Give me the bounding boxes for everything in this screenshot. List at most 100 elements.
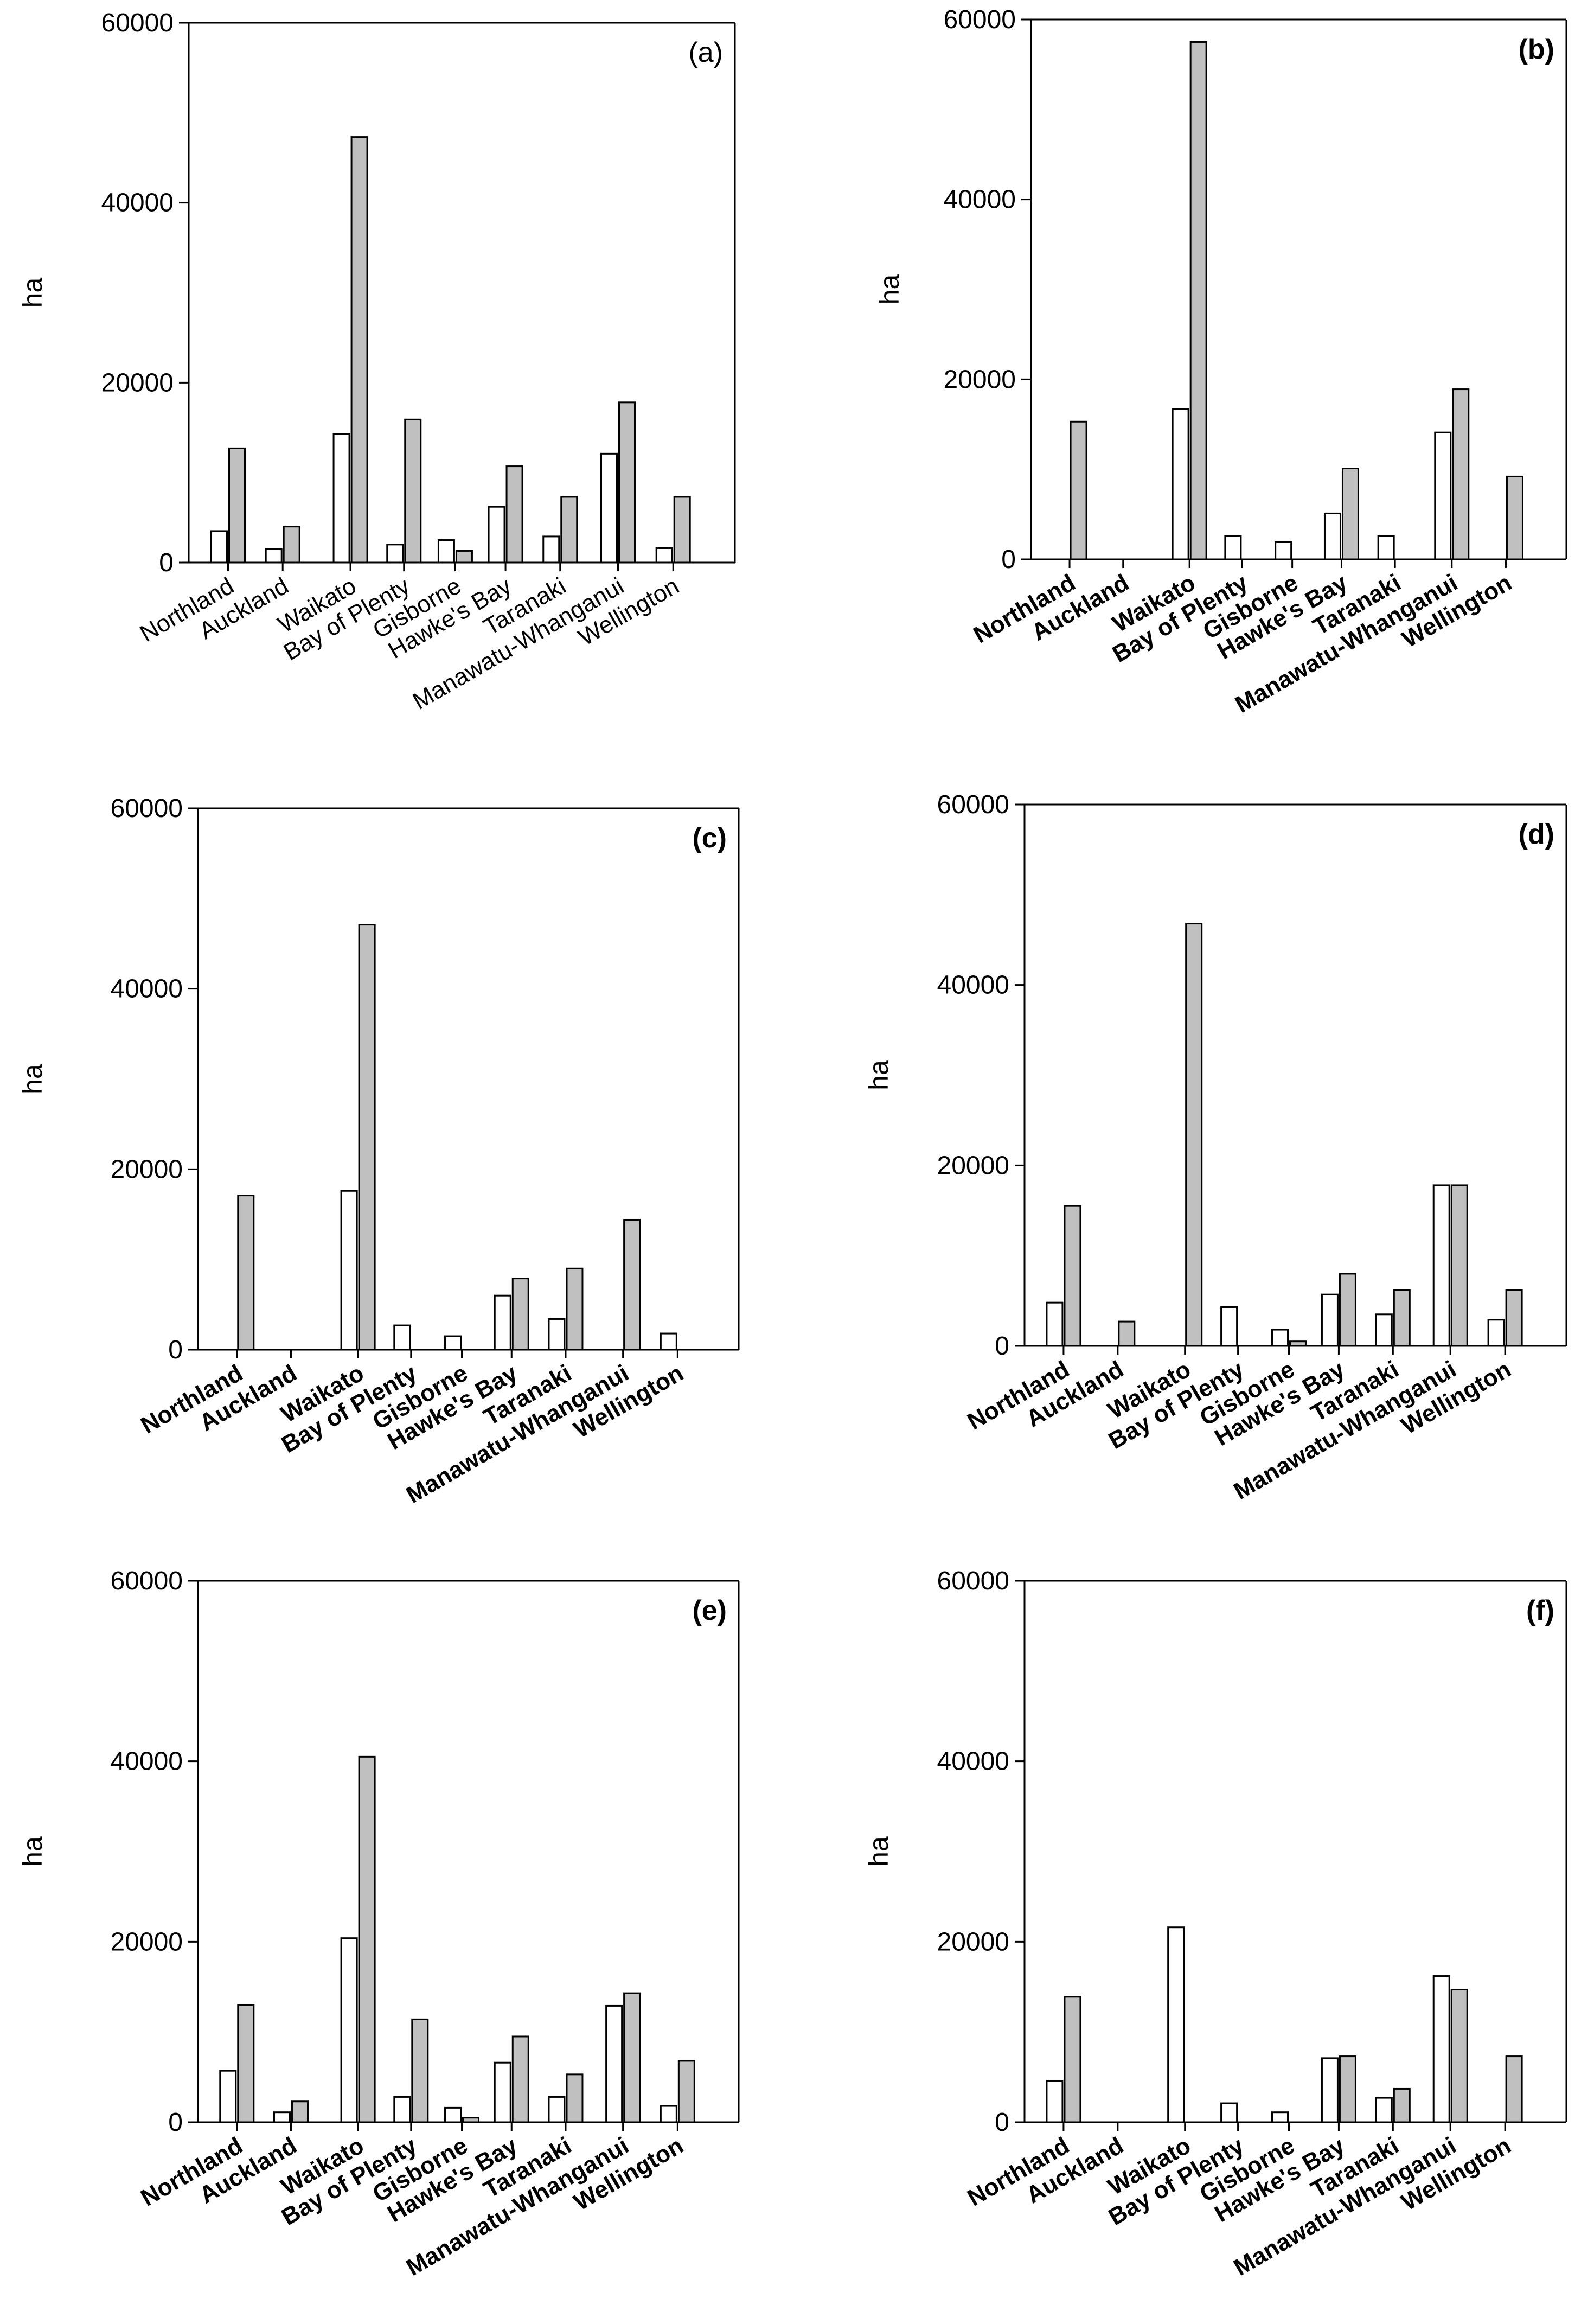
- y-tick-label: 40000: [937, 1747, 1009, 1776]
- bar-grey-6: [1339, 2055, 1356, 2123]
- bar-grey-6: [1339, 1273, 1356, 1347]
- bar-grey-5: [1289, 1340, 1307, 1347]
- y-axis-label: ha: [17, 278, 48, 308]
- y-tick-label: 0: [995, 1332, 1009, 1361]
- bar-white-6: [494, 2061, 511, 2123]
- bar-grey-4: [411, 2018, 429, 2123]
- bar-white-1: [1046, 2079, 1064, 2123]
- bar-grey-7: [560, 496, 578, 564]
- bar-white-3: [340, 1937, 358, 2123]
- bar-white-2: [273, 2111, 291, 2123]
- y-tick-label: 40000: [937, 971, 1009, 1000]
- bar-white-9: [1487, 1319, 1505, 1347]
- bar-grey-1: [1070, 420, 1087, 560]
- y-tick-label: 40000: [101, 189, 174, 218]
- bar-grey-8: [618, 401, 636, 564]
- bar-white-7: [1375, 2097, 1393, 2123]
- bar-grey-4: [404, 418, 422, 564]
- chart-panel-3: 0200004000060000ha(c)NorthlandAucklandWa…: [17, 794, 740, 1509]
- chart-panel-6: 0200004000060000ha(f)NorthlandAucklandWa…: [863, 1567, 1567, 2281]
- bar-white-1: [219, 2070, 237, 2123]
- bar-white-4: [393, 1324, 411, 1351]
- y-tick-label: 20000: [111, 1155, 183, 1184]
- bar-white-3: [340, 1190, 358, 1351]
- bar-grey-5: [462, 2117, 480, 2123]
- bar-grey-8: [623, 1992, 641, 2123]
- y-tick-label: 60000: [111, 1567, 183, 1595]
- bar-white-7: [542, 535, 560, 564]
- bar-white-4: [393, 2096, 411, 2123]
- chart-panel-4: 0200004000060000ha(d)NorthlandAucklandWa…: [863, 790, 1567, 1505]
- bar-grey-1: [237, 2004, 255, 2123]
- bar-white-1: [1046, 1301, 1064, 1347]
- y-axis-label: ha: [17, 1836, 48, 1867]
- bar-grey-3: [358, 924, 376, 1351]
- bar-white-5: [1275, 541, 1292, 560]
- bar-grey-8: [1452, 388, 1470, 560]
- bar-white-8: [1434, 431, 1452, 560]
- bar-grey-9: [1505, 1289, 1523, 1347]
- y-tick-label: 0: [159, 548, 174, 577]
- bar-white-5: [1271, 1329, 1289, 1347]
- y-tick-label: 20000: [111, 1927, 183, 1956]
- bar-white-7: [548, 1318, 566, 1351]
- y-tick-label: 20000: [101, 368, 174, 397]
- y-axis-label: ha: [874, 274, 905, 305]
- bar-white-8: [605, 2004, 623, 2123]
- chart-panel-2: 0200004000060000ha(b)NorthlandAucklandWa…: [874, 5, 1567, 718]
- bar-white-9: [660, 2105, 677, 2123]
- bar-grey-7: [566, 1267, 584, 1351]
- bar-white-3: [332, 433, 350, 564]
- bar-white-2: [265, 548, 283, 564]
- bar-grey-3: [1189, 41, 1207, 560]
- bar-grey-1: [228, 447, 246, 564]
- panel-label: (b): [1519, 34, 1554, 65]
- bar-grey-1: [237, 1195, 255, 1351]
- bar-white-6: [488, 506, 505, 564]
- bar-grey-3: [350, 136, 368, 564]
- bar-grey-8: [623, 1218, 641, 1351]
- bar-white-5: [444, 1335, 462, 1351]
- y-tick-label: 60000: [101, 9, 174, 37]
- bar-grey-9: [1505, 2055, 1523, 2123]
- y-tick-label: 40000: [944, 186, 1016, 214]
- bar-white-4: [1220, 1306, 1238, 1347]
- bar-grey-2: [1118, 1320, 1136, 1347]
- y-tick-label: 60000: [111, 794, 183, 823]
- bar-grey-6: [1341, 468, 1359, 560]
- y-tick-label: 20000: [937, 1927, 1009, 1956]
- y-axis-label: ha: [863, 1836, 894, 1867]
- y-tick-label: 40000: [111, 1747, 183, 1776]
- y-tick-label: 60000: [937, 790, 1009, 819]
- bar-white-6: [494, 1294, 511, 1351]
- panel-label: (c): [692, 822, 727, 854]
- bar-white-7: [1375, 1313, 1393, 1347]
- chart-panel-5: 0200004000060000ha(e)NorthlandAucklandWa…: [17, 1567, 740, 2281]
- bar-grey-2: [291, 2100, 309, 2123]
- y-tick-label: 0: [995, 2108, 1009, 2137]
- bar-white-4: [1220, 2102, 1238, 2123]
- bar-grey-9: [677, 2060, 695, 2123]
- bar-grey-9: [1506, 475, 1523, 560]
- panel-label: (e): [692, 1595, 727, 1626]
- bar-white-3: [1167, 1926, 1185, 2123]
- bar-white-8: [1432, 1184, 1450, 1347]
- bar-white-7: [1377, 535, 1395, 560]
- bar-white-6: [1321, 1293, 1339, 1347]
- bar-white-5: [1271, 2111, 1289, 2123]
- y-axis-label: ha: [863, 1060, 894, 1090]
- bar-white-8: [600, 452, 618, 564]
- y-axis-label: ha: [17, 1064, 48, 1094]
- bar-grey-5: [455, 550, 473, 564]
- bar-grey-9: [673, 496, 691, 564]
- bar-white-8: [1432, 1975, 1450, 2123]
- bar-white-9: [655, 547, 673, 564]
- bar-grey-2: [283, 526, 300, 564]
- y-tick-label: 0: [1001, 545, 1016, 574]
- bar-white-3: [1172, 408, 1189, 560]
- bar-grey-6: [505, 465, 523, 564]
- panel-label: (d): [1519, 819, 1554, 850]
- bar-grey-7: [1393, 1289, 1411, 1347]
- bar-grey-8: [1450, 1184, 1468, 1347]
